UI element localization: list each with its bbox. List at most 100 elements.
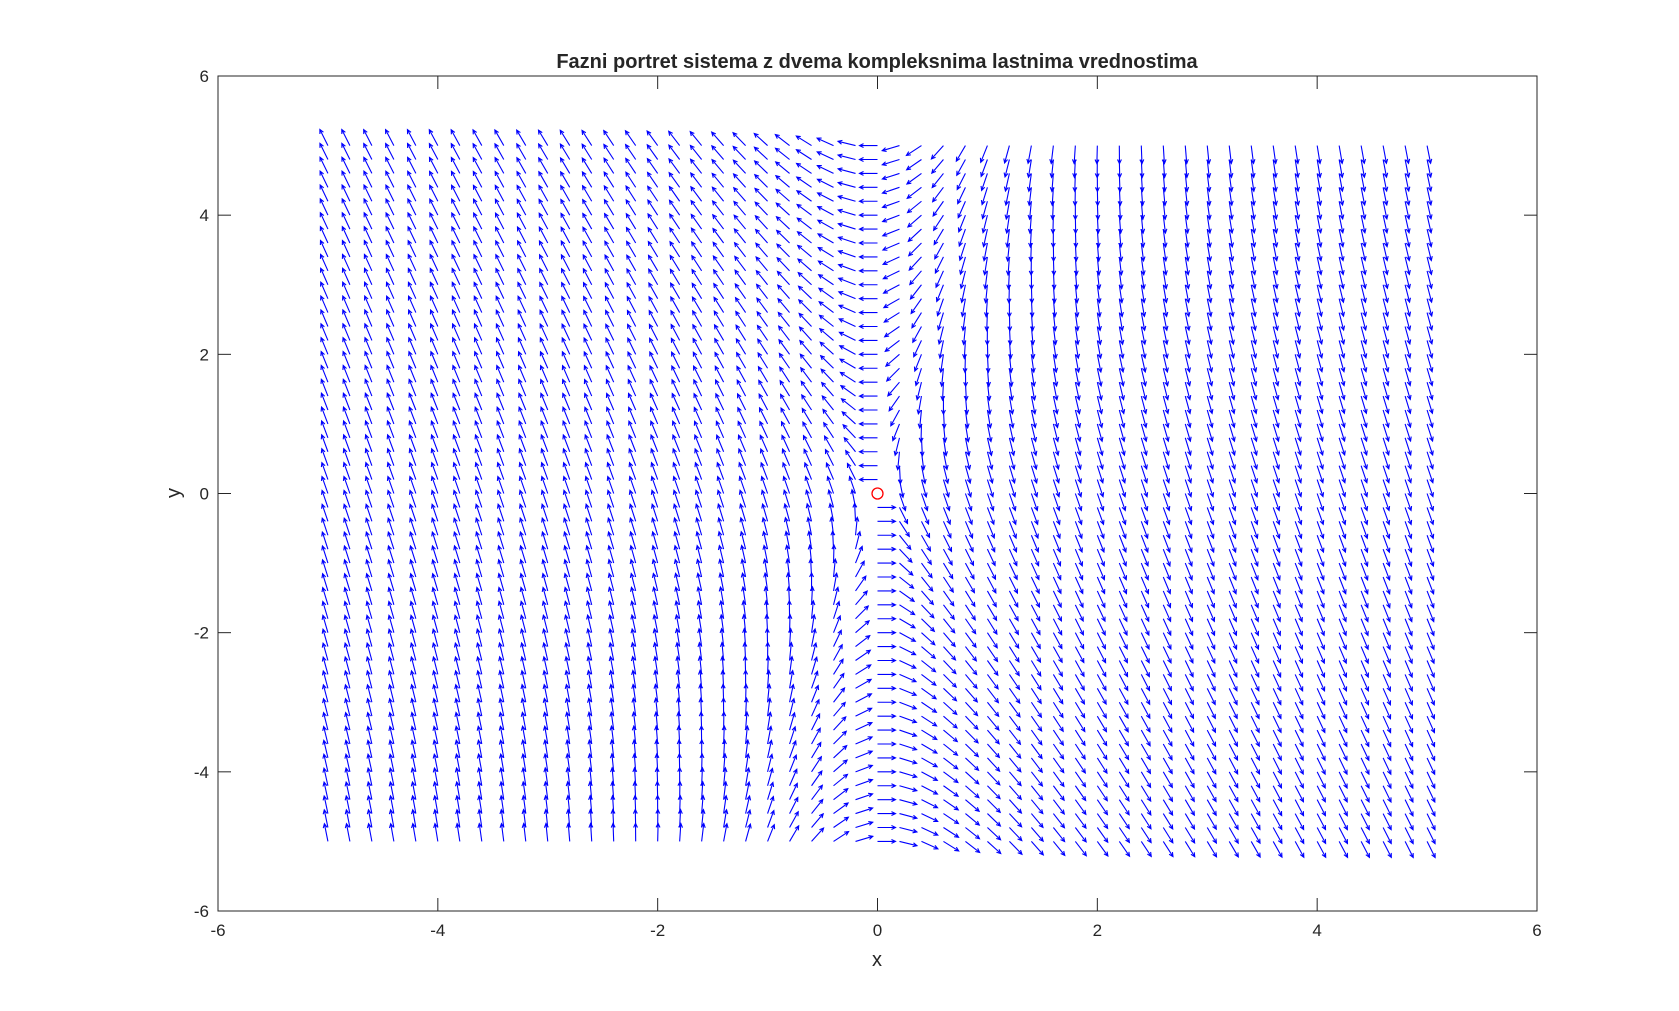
field-arrow (452, 419, 461, 439)
field-arrow (585, 600, 593, 619)
field-arrow (407, 184, 417, 202)
field-arrow (877, 825, 897, 830)
field-arrow (921, 785, 939, 795)
field-arrow (586, 613, 593, 633)
field-arrow (958, 228, 966, 248)
field-arrow (805, 488, 813, 508)
field-arrow (1316, 256, 1323, 276)
field-arrow (775, 215, 790, 230)
field-arrow (1338, 632, 1347, 651)
field-arrow (1272, 437, 1280, 457)
field-arrow (930, 145, 944, 160)
field-arrow (496, 419, 505, 439)
field-arrow (906, 186, 922, 200)
field-arrow (676, 724, 682, 745)
field-arrow (363, 281, 373, 299)
field-arrow (1030, 409, 1037, 429)
field-arrow (1118, 688, 1129, 706)
field-arrow (776, 243, 790, 258)
field-arrow (782, 489, 791, 508)
field-arrow (982, 256, 988, 276)
field-arrow (583, 295, 593, 313)
field-arrow (322, 711, 329, 731)
field-arrow (1228, 437, 1236, 457)
field-arrow (670, 295, 681, 313)
field-arrow (855, 806, 874, 815)
field-arrow (1206, 771, 1217, 789)
field-arrow (563, 530, 571, 550)
field-arrow (363, 267, 373, 285)
field-arrow (1294, 827, 1305, 845)
field-arrow (1140, 548, 1149, 568)
field-arrow (758, 406, 769, 425)
field-arrow (833, 629, 842, 647)
field-arrow (1228, 688, 1238, 706)
field-arrow (1404, 173, 1411, 193)
field-arrow (1250, 771, 1261, 789)
field-arrow (541, 572, 549, 592)
field-arrow (1404, 145, 1411, 165)
field-arrow (964, 465, 972, 485)
field-arrow (899, 576, 915, 590)
field-arrow (1360, 660, 1370, 679)
x-tick-label: -2 (650, 921, 665, 940)
field-arrow (475, 627, 483, 647)
field-arrow (1140, 535, 1149, 554)
field-arrow (1228, 187, 1234, 207)
field-arrow (387, 503, 395, 522)
field-arrow (647, 240, 659, 258)
field-arrow (385, 267, 395, 285)
field-arrow (1316, 799, 1326, 817)
field-arrow (965, 771, 980, 785)
field-arrow (1294, 785, 1305, 803)
field-arrow (1052, 674, 1064, 691)
field-arrow (1250, 256, 1257, 276)
field-arrow (1184, 785, 1195, 803)
field-arrow (1272, 465, 1281, 484)
field-arrow (540, 392, 549, 411)
field-arrow (1118, 548, 1127, 568)
field-arrow (1184, 576, 1193, 595)
field-arrow (1294, 729, 1304, 748)
field-arrow (765, 655, 771, 675)
field-arrow (603, 170, 615, 188)
field-arrow (921, 799, 939, 809)
field-arrow (1118, 771, 1130, 789)
field-arrow (782, 461, 791, 480)
field-arrow (518, 392, 527, 411)
field-arrow (1316, 340, 1324, 360)
field-arrow (881, 242, 900, 251)
field-arrow (1426, 576, 1435, 595)
field-arrow (1294, 590, 1303, 609)
field-arrow (668, 199, 681, 216)
field-arrow (604, 295, 615, 313)
field-arrow (1316, 312, 1324, 332)
field-arrow (877, 783, 897, 789)
field-arrow (322, 739, 329, 759)
field-arrow (632, 780, 638, 800)
field-arrow (364, 364, 373, 383)
field-arrow (1272, 368, 1280, 387)
field-arrow (1005, 242, 1011, 263)
field-arrow (606, 419, 615, 439)
field-arrow (542, 711, 549, 731)
field-arrow (943, 785, 960, 797)
field-arrow (855, 820, 874, 829)
field-arrow (1162, 270, 1169, 290)
field-arrow (964, 604, 976, 621)
field-arrow (777, 311, 790, 327)
field-arrow (452, 364, 461, 383)
field-arrow (1162, 229, 1168, 249)
field-arrow (520, 697, 527, 717)
field-arrow (1272, 548, 1281, 568)
field-arrow (1184, 368, 1192, 387)
field-arrow (883, 312, 900, 323)
field-arrow (1250, 201, 1256, 221)
field-arrow (540, 489, 549, 508)
field-arrow (877, 616, 897, 622)
field-arrow (1250, 618, 1260, 637)
field-arrow (1426, 604, 1435, 623)
equilibrium-point (871, 487, 884, 500)
field-arrow (652, 641, 659, 661)
field-arrow (409, 655, 417, 675)
